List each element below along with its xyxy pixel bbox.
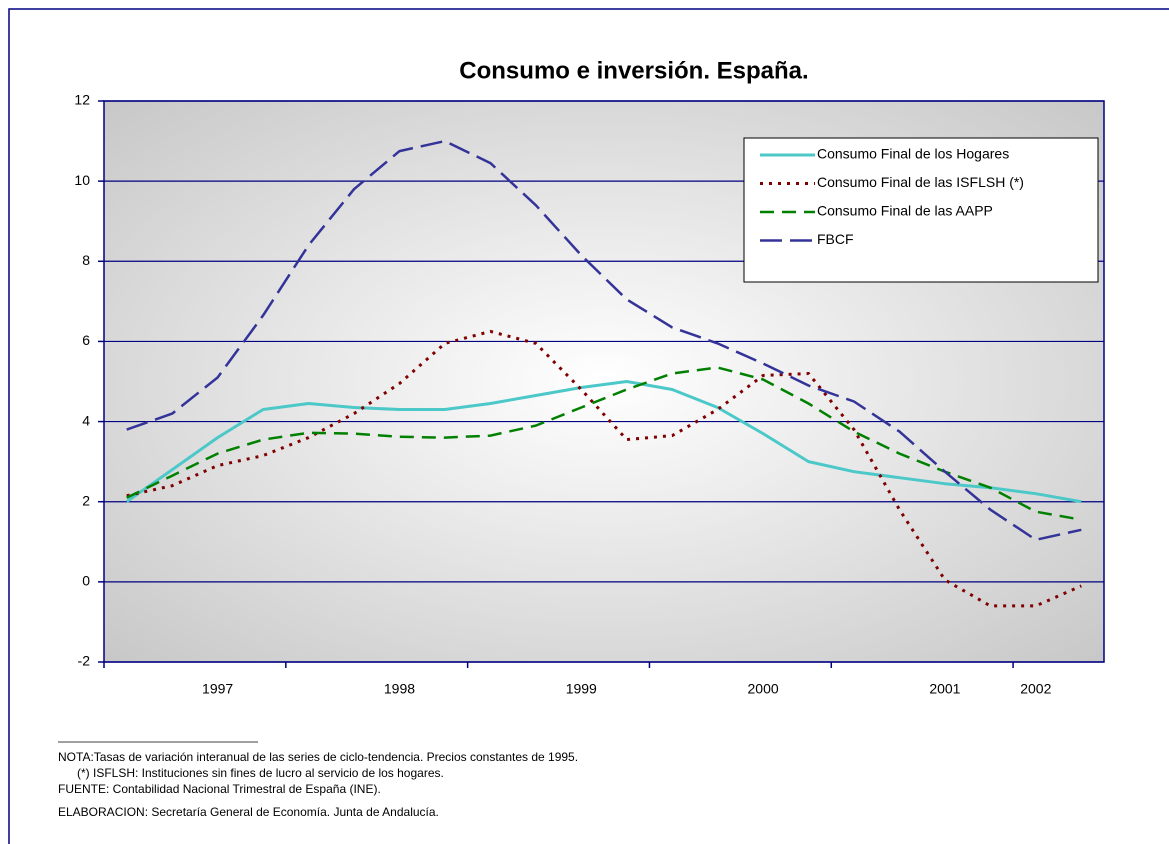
x-tick-label: 2002 [1020, 681, 1051, 697]
y-tick-label: 4 [82, 412, 90, 428]
x-tick-label: 1999 [566, 681, 597, 697]
y-tick-label: 2 [82, 492, 90, 508]
series-line [125, 380, 1082, 504]
legend-label: Consumo Final de los Hogares [817, 146, 1009, 162]
y-tick-label: 6 [82, 332, 90, 348]
y-tick-label: -2 [78, 653, 91, 669]
series-line [126, 139, 1082, 542]
note: FUENTE: Contabilidad Nacional Trimestral… [58, 782, 381, 796]
frame [8, 8, 1169, 844]
note: NOTA:Tasas de variación interanual de la… [58, 750, 578, 764]
x-tick-label: 1998 [384, 681, 415, 697]
plot-border [103, 100, 1105, 663]
y-tick-label: 0 [82, 573, 90, 589]
x-tick-label: 2000 [748, 681, 779, 697]
legend-label: FBCF [817, 231, 854, 247]
y-tick-label: 8 [82, 252, 90, 268]
series-line [126, 329, 1082, 608]
legend-label: Consumo Final de las ISFLSH (*) [817, 174, 1024, 190]
legend-label: Consumo Final de las AAPP [817, 203, 993, 219]
chart-title: Consumo e inversión. España. [459, 57, 808, 84]
legend [743, 137, 1099, 283]
note: (*) ISFLSH: Instituciones sin fines de l… [77, 766, 444, 780]
y-tick-label: 12 [74, 92, 90, 108]
note: ELABORACION: Secretaría General de Econo… [58, 805, 439, 819]
series-line [126, 366, 1082, 521]
x-tick-label: 1997 [202, 681, 233, 697]
y-tick-label: 10 [74, 172, 90, 188]
x-tick-label: 2001 [929, 681, 960, 697]
